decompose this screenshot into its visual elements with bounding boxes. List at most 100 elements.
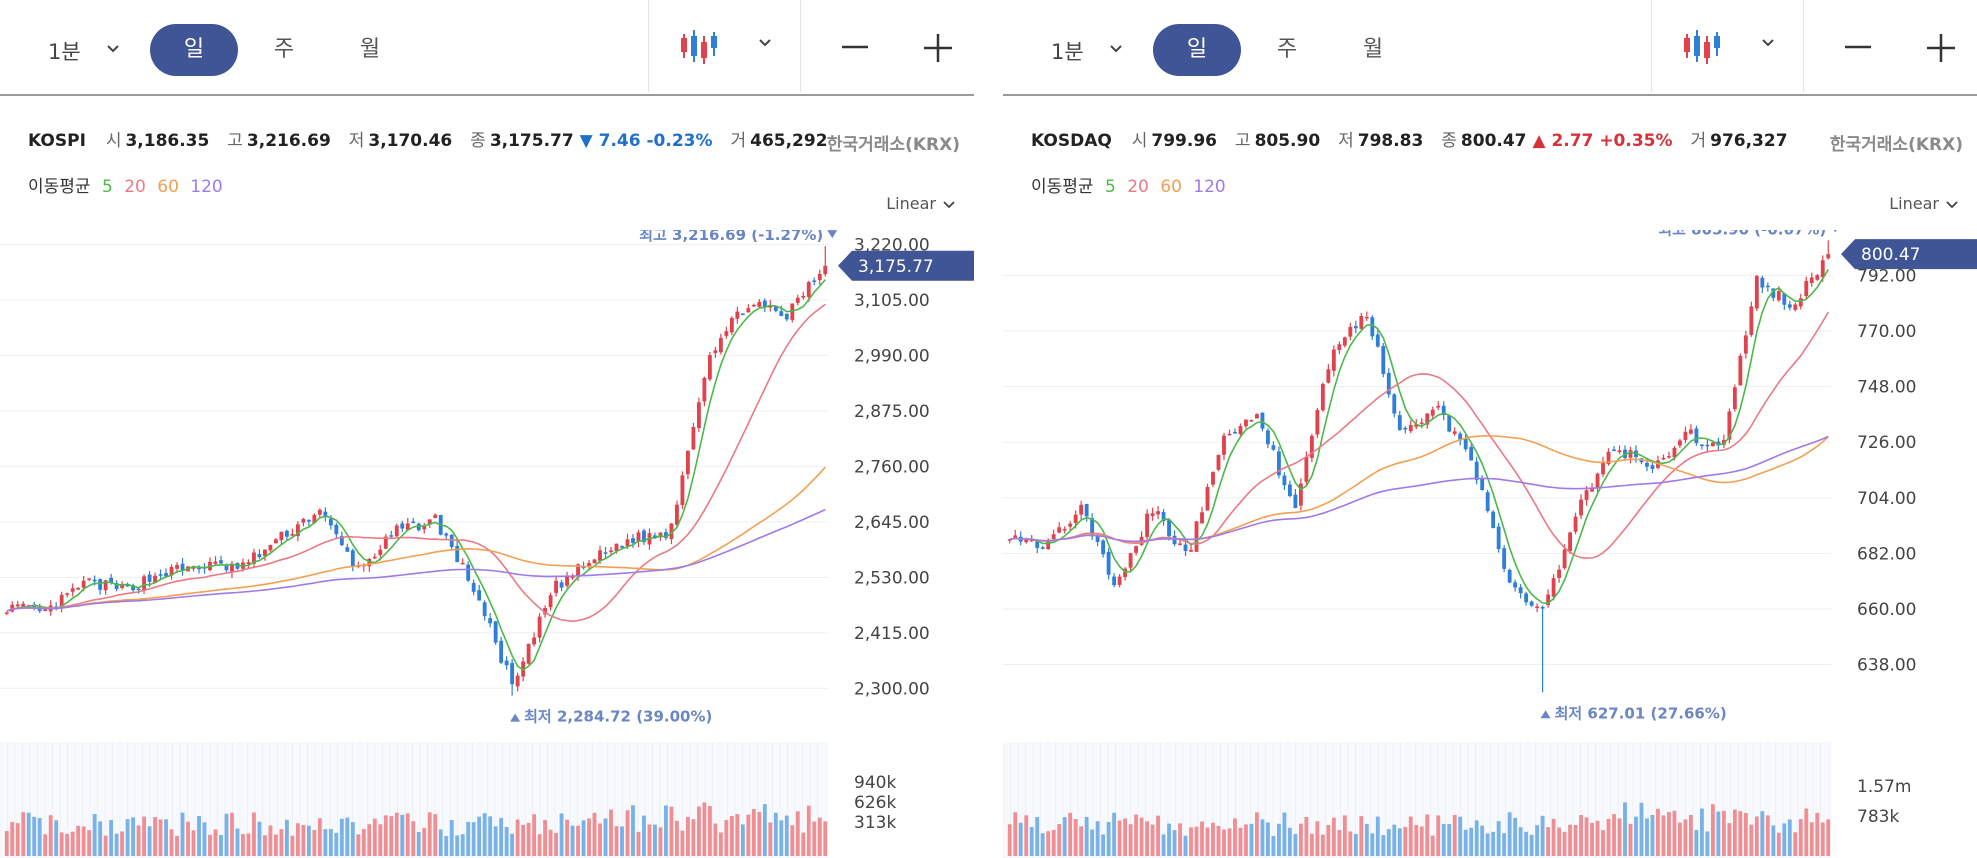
candle-body	[1727, 411, 1732, 440]
volume-bar	[1145, 821, 1150, 856]
volume-bar	[1205, 827, 1210, 856]
candle-body	[59, 594, 64, 608]
open-value: 3,186.35	[125, 131, 210, 151]
scale-mode-selector[interactable]: Linear	[1889, 194, 1959, 213]
volume-bar	[587, 818, 591, 856]
candle-body	[1672, 447, 1677, 458]
candle-body	[477, 590, 482, 601]
chart-type-chevron-icon[interactable]	[1759, 34, 1777, 52]
volume-bar	[1161, 834, 1166, 856]
candle-body	[422, 526, 427, 530]
interval-selector[interactable]: 1분	[48, 40, 81, 64]
volume-bar	[416, 831, 421, 856]
period-tab-day[interactable]: 일	[1153, 24, 1241, 76]
candle-body	[98, 579, 103, 590]
candle-body	[323, 511, 328, 517]
volume-bar	[521, 824, 526, 856]
volume-bar	[378, 824, 383, 856]
open-label: 시	[1131, 131, 1148, 151]
scale-mode-label: Linear	[886, 194, 936, 213]
candle-body	[1211, 472, 1215, 485]
interval-selector[interactable]: 1분	[1051, 40, 1084, 64]
volume-bar	[273, 834, 278, 856]
volume-bar	[1485, 833, 1490, 856]
volume-bar	[1414, 825, 1419, 856]
volume-bar	[1315, 821, 1320, 856]
chart-type-chevron-icon[interactable]	[756, 34, 774, 52]
volume-bar	[1727, 823, 1732, 856]
candle-body	[1222, 435, 1226, 455]
volume-bar	[1150, 824, 1155, 856]
volume-bar	[1178, 823, 1182, 856]
period-tab-week[interactable]: 주	[1276, 37, 1298, 62]
zoom-out-icon[interactable]	[840, 32, 870, 62]
candle-body	[394, 525, 399, 537]
period-tab-week[interactable]: 주	[273, 37, 295, 62]
candle-body	[1249, 420, 1254, 422]
candle-body	[493, 621, 498, 643]
volume-bar	[1090, 829, 1095, 856]
volume-bar	[1601, 830, 1605, 856]
candle-body	[1535, 606, 1540, 608]
period-tab-day[interactable]: 일	[150, 24, 238, 76]
candle-body	[1628, 450, 1633, 458]
period-tab-month[interactable]: 월	[359, 37, 381, 62]
volume-bar	[191, 830, 196, 856]
volume-bar	[252, 812, 256, 856]
candle-body	[120, 583, 125, 588]
price-chart[interactable]: 792.00 770.00 748.00 726.00 704.00 682.00 660.…	[1003, 230, 1977, 730]
candle-body	[1260, 412, 1265, 429]
chevron-down-icon[interactable]	[104, 40, 122, 58]
candle-body	[1678, 440, 1682, 446]
candle-body	[1200, 512, 1204, 524]
scale-mode-selector[interactable]: Linear	[886, 194, 956, 213]
candle-body	[1491, 511, 1496, 528]
moving-average-legend[interactable]: 이동평균 5 20 60 120	[28, 172, 223, 197]
y-tick-label: 748.00	[1857, 378, 1916, 398]
chevron-down-icon[interactable]	[1107, 40, 1125, 58]
volume-label: 거	[1690, 131, 1707, 151]
candle-body	[180, 563, 185, 570]
volume-bar	[1238, 827, 1243, 856]
min-price-label: 최저 2,284.72 (39.00%)	[524, 708, 712, 726]
candlestick-type-icon[interactable]	[680, 28, 724, 66]
zoom-in-icon[interactable]	[922, 32, 954, 64]
moving-average-legend[interactable]: 이동평균 5 20 60 120	[1031, 172, 1226, 197]
candle-body	[1557, 569, 1562, 578]
candle-body	[576, 564, 580, 576]
volume-bar	[746, 814, 751, 856]
candle-body	[70, 588, 75, 592]
candle-body	[1562, 549, 1567, 569]
volume-bar	[76, 825, 81, 856]
candle-body	[801, 295, 806, 298]
volume-bar	[1112, 812, 1117, 856]
low-label: 저	[348, 131, 365, 151]
candle-body	[768, 304, 773, 308]
volume-bar	[757, 812, 762, 856]
price-chart[interactable]: 3,220.00 3,105.00 2,990.00 2,875.00 2,760.00…	[0, 230, 974, 730]
y-tick-label: 2,300.00	[854, 679, 930, 699]
volume-bar	[1123, 818, 1128, 856]
ma-label: 이동평균	[1031, 177, 1094, 197]
volume-bar	[438, 829, 443, 856]
candlestick-type-icon[interactable]	[1683, 28, 1727, 66]
candle-body	[1688, 429, 1693, 434]
volume-bar	[15, 823, 20, 856]
volume-bar	[493, 826, 498, 856]
ma-20: 20	[124, 177, 146, 197]
volume-bar	[65, 833, 70, 856]
candle-body	[1375, 334, 1380, 347]
zoom-in-icon[interactable]	[1925, 32, 1957, 64]
volume-bar	[400, 814, 405, 856]
volume-bar	[1573, 824, 1578, 856]
zoom-out-icon[interactable]	[1843, 32, 1873, 62]
volume-bar	[37, 818, 42, 856]
candle-body	[1809, 277, 1814, 283]
period-tab-month[interactable]: 월	[1362, 37, 1384, 62]
volume-bar	[1606, 818, 1611, 856]
volume-bar	[1529, 834, 1534, 856]
candle-body	[1694, 428, 1699, 444]
volume-bar	[1403, 826, 1408, 856]
volume-bars	[4, 802, 828, 856]
volume-bar	[317, 818, 322, 856]
